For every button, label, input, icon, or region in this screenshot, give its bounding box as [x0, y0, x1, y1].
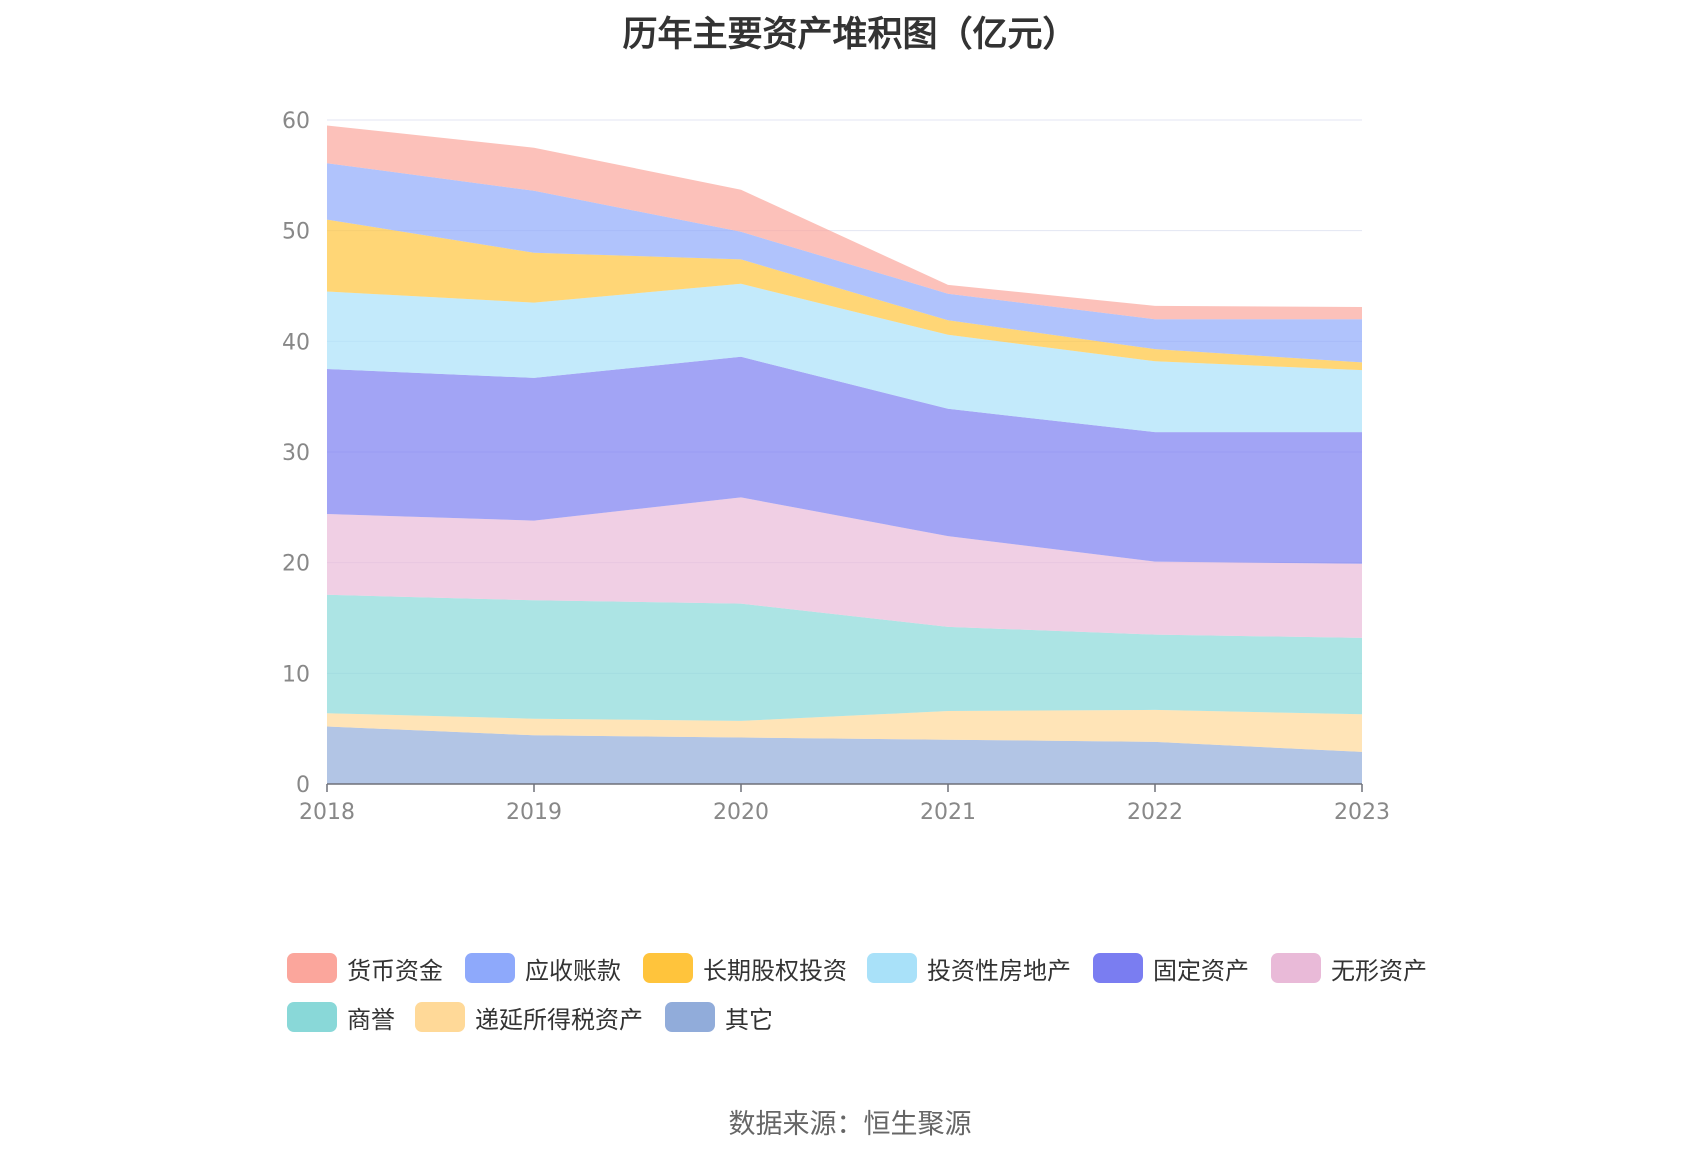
- area-series-1: [327, 709, 1362, 752]
- x-axis: [326, 783, 1363, 792]
- chart-title: 历年主要资产堆积图（亿元）: [622, 15, 1078, 55]
- x-tick-label: 2018: [299, 800, 355, 825]
- y-tick-label: 60: [282, 109, 310, 134]
- legend-item[interactable]: 货币资金: [287, 952, 443, 985]
- legend-label: 应收账款: [525, 956, 621, 985]
- y-tick-label: 10: [282, 662, 310, 687]
- legend-item[interactable]: 商誉: [287, 1001, 395, 1034]
- x-tick-label: 2019: [506, 800, 562, 825]
- x-tick-label: 2022: [1127, 800, 1183, 825]
- legend-swatch: [867, 953, 917, 983]
- legend-item[interactable]: 长期股权投资: [643, 952, 847, 985]
- legend-label: 其它: [725, 1005, 773, 1034]
- legend-label: 投资性房地产: [927, 956, 1071, 985]
- legend-swatch: [665, 1002, 715, 1032]
- legend-item[interactable]: 应收账款: [465, 952, 621, 985]
- area-series-0: [327, 726, 1362, 784]
- legend-swatch: [1271, 953, 1321, 983]
- legend-swatch: [415, 1002, 465, 1032]
- data-source-note: 数据来源：恒生聚源: [728, 1109, 972, 1140]
- legend-swatch: [287, 953, 337, 983]
- y-tick-label: 30: [282, 441, 310, 466]
- legend-item[interactable]: 递延所得税资产: [415, 1001, 643, 1034]
- x-axis-ticks: 2018 2019 2020 2021 2022 2023: [299, 800, 1390, 825]
- legend-label: 递延所得税资产: [475, 1005, 643, 1034]
- legend-swatch: [287, 1002, 337, 1032]
- area-series-4: [327, 356, 1362, 564]
- legend-item[interactable]: 无形资产: [1271, 952, 1427, 985]
- legend-item[interactable]: 其它: [665, 1001, 773, 1034]
- legend-label: 货币资金: [347, 956, 443, 985]
- y-tick-label: 40: [282, 330, 310, 355]
- y-tick-label: 20: [282, 552, 310, 577]
- legend-item[interactable]: 投资性房地产: [867, 952, 1071, 985]
- x-tick-label: 2021: [920, 800, 976, 825]
- x-tick-label: 2020: [713, 800, 769, 825]
- y-axis-ticks: 0 10 20 30 40 50 60: [282, 109, 310, 798]
- legend-swatch: [1093, 953, 1143, 983]
- y-tick-label: 50: [282, 220, 310, 245]
- area-series: [327, 125, 1362, 784]
- legend-swatch: [643, 953, 693, 983]
- area-series-5: [327, 283, 1362, 433]
- legend-label: 无形资产: [1331, 956, 1427, 985]
- legend-label: 商誉: [347, 1005, 395, 1034]
- legend-label: 固定资产: [1153, 956, 1249, 985]
- legend-swatch: [465, 953, 515, 983]
- x-tick-label: 2023: [1334, 800, 1390, 825]
- area-series-6: [327, 219, 1362, 371]
- area-series-7: [327, 163, 1362, 363]
- legend-label: 长期股权投资: [703, 956, 847, 985]
- legend-item[interactable]: 固定资产: [1093, 952, 1249, 985]
- area-series-2: [327, 594, 1362, 721]
- area-series-3: [327, 497, 1362, 638]
- area-series-8: [327, 125, 1362, 320]
- y-tick-label: 0: [296, 773, 310, 798]
